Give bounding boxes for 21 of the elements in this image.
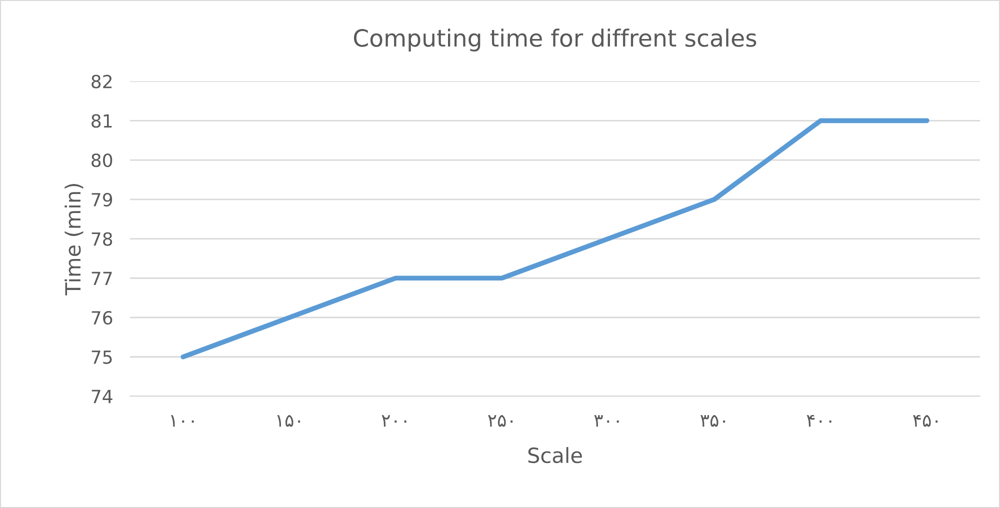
y-tick-label: 77 (92, 272, 112, 285)
y-tick-label: 81 (92, 114, 112, 128)
y-tick-label: 75 (92, 350, 112, 364)
x-tick-label: ۳۵۰ (700, 415, 726, 427)
x-tick-label: ۲۵۰ (488, 415, 513, 427)
y-tick-label: 80 (92, 153, 112, 168)
x-tick-label: ۱۰۰ (171, 415, 194, 427)
y-tick-label: 74 (92, 390, 112, 404)
y-tick-label: 78 (92, 232, 112, 246)
x-tick-label: ۴۵۰ (913, 415, 938, 427)
y-tick-label: 76 (92, 310, 112, 325)
y-axis-title: Time (min) (64, 184, 84, 296)
line-series (180, 118, 930, 360)
y-tick-label: 79 (92, 192, 112, 207)
y-tick-label: 82 (92, 74, 112, 88)
x-tick-label: ۱۵۰ (277, 415, 300, 427)
x-tick-label: ۴۰۰ (806, 415, 832, 427)
x-axis-title: Scale (528, 447, 582, 464)
x-tick-label: ۲۰۰ (382, 415, 406, 427)
chart-title: Computing time for diffrent scales (354, 28, 756, 52)
x-tick-label: ۳۰۰ (594, 415, 619, 427)
